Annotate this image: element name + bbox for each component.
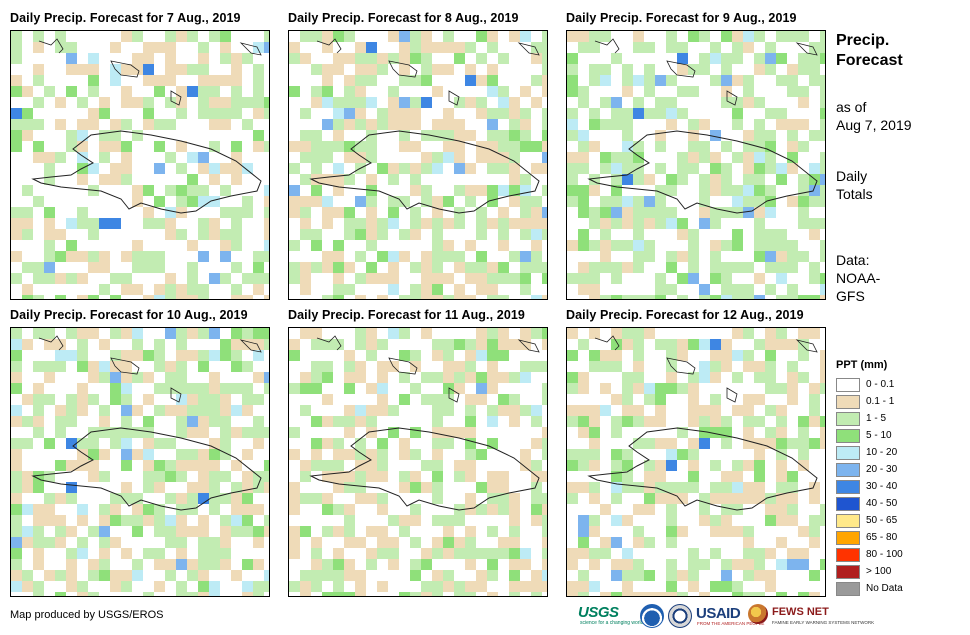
legend-swatch [836,378,860,392]
panel-title-aug-12: Daily Precip. Forecast for 12 Aug., 2019 [566,308,804,322]
as-of-value: Aug 7, 2019 [836,117,912,133]
state-dept-seal-icon [668,604,692,628]
legend-label: 20 - 30 [866,464,898,475]
usgs-logo: USGS [578,604,619,621]
totals-line2: Totals [836,186,873,202]
legend-label: 1 - 5 [866,413,887,424]
legend-swatch [836,395,860,409]
legend-swatch [836,429,860,443]
legend-swatch [836,497,860,511]
precip-grid [11,31,269,299]
legend-label: 65 - 80 [866,532,898,543]
legend-label: 50 - 65 [866,515,898,526]
legend-label: 5 - 10 [866,430,892,441]
map-credit: Map produced by USGS/EROS [10,609,164,621]
legend-label: 30 - 40 [866,481,898,492]
precip-map-aug-9 [566,30,826,300]
fews-tagline: FAMINE EARLY WARNING SYSTEMS NETWORK [772,620,875,625]
legend-swatch [836,480,860,494]
sidebar-title: Precip. Forecast [836,31,903,71]
usaid-tagline: FROM THE AMERICAN PEOPLE [697,621,765,626]
data-source: Data: NOAA- GFS [836,251,880,305]
precip-map-aug-10 [10,327,270,597]
legend-swatch [836,463,860,477]
partner-logos: USGS science for a changing world USAID … [578,602,874,630]
as-of-label: as of [836,99,867,115]
usgs-tagline: science for a changing world [580,620,644,626]
sidebar-title-line1: Precip. [836,32,890,49]
usaid-logo: USAID [696,605,741,622]
panel-title-aug-11: Daily Precip. Forecast for 11 Aug., 2019 [288,308,525,322]
panel-title-aug-10: Daily Precip. Forecast for 10 Aug., 2019 [10,308,248,322]
source-line3: GFS [836,288,865,304]
legend-label: 80 - 100 [866,549,903,560]
panel-title-aug-8: Daily Precip. Forecast for 8 Aug., 2019 [288,11,519,25]
noaa-logo-icon [640,604,664,628]
precip-map-aug-11 [288,327,548,597]
precip-grid [289,328,547,596]
precip-grid [289,31,547,299]
precip-grid [11,328,269,596]
legend-label: > 100 [866,566,892,577]
legend-label: 0.1 - 1 [866,396,895,407]
panel-title-aug-7: Daily Precip. Forecast for 7 Aug., 2019 [10,11,241,25]
legend-swatch [836,531,860,545]
fews-globe-icon [748,604,768,624]
legend-label: No Data [866,583,903,594]
precip-map-aug-7 [10,30,270,300]
legend-swatch [836,565,860,579]
precip-grid [567,328,825,596]
source-line1: Data: [836,252,870,268]
legend-label: 40 - 50 [866,498,898,509]
totals-line1: Daily [836,168,868,184]
panel-title-aug-9: Daily Precip. Forecast for 9 Aug., 2019 [566,11,797,25]
legend-title: PPT (mm) [836,359,888,371]
precip-grid [567,31,825,299]
precip-map-aug-8 [288,30,548,300]
totals-note: Daily Totals [836,167,873,203]
legend-label: 10 - 20 [866,447,898,458]
legend-swatch [836,446,860,460]
legend-swatch [836,412,860,426]
source-line2: NOAA- [836,270,881,286]
legend-swatch [836,548,860,562]
precip-map-aug-12 [566,327,826,597]
sidebar-title-line2: Forecast [836,52,903,69]
fews-net-logo: FEWS NET [772,606,829,618]
legend-label: 0 - 0.1 [866,379,895,390]
legend-swatch [836,582,860,596]
as-of-date: as of Aug 7, 2019 [836,98,912,134]
legend-swatch [836,514,860,528]
